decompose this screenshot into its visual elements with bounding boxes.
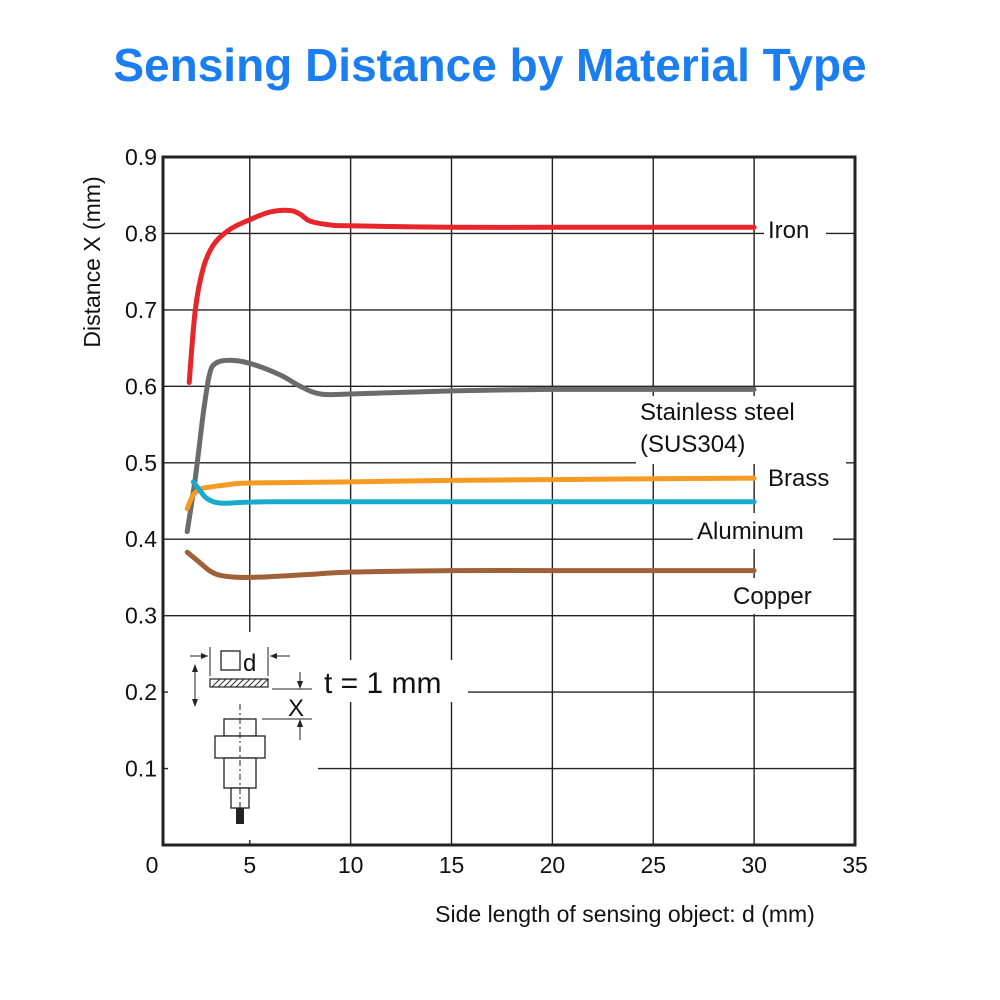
y-tick-label: 0.4	[125, 526, 157, 552]
series-label-background	[729, 578, 833, 614]
plot-frame	[161, 155, 857, 847]
axis-ticks: 0 5 10 15 20 25 30 35 0.1 0.2 0.3 0.4 0.5 0.6 0.7 0.8 0.…	[125, 144, 868, 878]
x-tick-label: 20	[540, 852, 566, 878]
x-tick-label: 5	[243, 852, 256, 878]
series-label-background	[764, 460, 846, 496]
series-label-brass: Brass	[768, 465, 829, 492]
chart-title: Sensing Distance by Material Type	[113, 39, 867, 91]
series-line-aluminum	[190, 479, 757, 506]
x-tick-label: 15	[439, 852, 465, 878]
series-labels: Iron Stainless steel (SUS304) Brass Aluminum…	[636, 212, 846, 614]
x-label: X	[288, 695, 304, 722]
sensor-cable	[236, 808, 244, 824]
y-tick-label: 0.7	[125, 297, 157, 323]
series-label-iron: Iron	[768, 217, 809, 244]
series-line-stainless	[184, 357, 757, 535]
sensor-diagram: d X	[168, 632, 318, 840]
x-arrowhead-bottom	[297, 719, 303, 727]
y-tick-label: 0.2	[125, 679, 157, 705]
x-tick-label: 35	[842, 852, 868, 878]
y-tick-label: 0.8	[125, 220, 157, 246]
y-tick-label: 0.3	[125, 603, 157, 629]
series-line-iron	[186, 207, 757, 385]
thickness-arrowhead-top	[192, 664, 198, 672]
d-arrowhead-left	[201, 653, 208, 659]
y-tick-label: 0.5	[125, 450, 157, 476]
x-axis-label: Side length of sensing object: d (mm)	[435, 901, 815, 927]
y-axis-label: Distance X (mm)	[79, 176, 105, 347]
x-tick-label: 30	[741, 852, 767, 878]
y-tick-label: 0.6	[125, 373, 157, 399]
target-plate	[209, 678, 269, 688]
thickness-arrowhead-bottom	[192, 699, 198, 707]
series-label-stainless: Stainless steel (SUS304)	[640, 399, 795, 458]
d-arrowhead-right	[270, 653, 277, 659]
x-tick-label: 0	[146, 852, 159, 878]
annotation-background	[318, 660, 468, 702]
x-tick-label: 10	[338, 852, 364, 878]
series-label-background	[636, 396, 832, 464]
plate-hatching	[211, 678, 269, 688]
series-label-copper: Copper	[733, 583, 812, 610]
y-tick-label: 0.1	[125, 756, 157, 782]
series-curves	[184, 207, 757, 580]
series-label-background	[693, 513, 833, 549]
series-label-aluminum: Aluminum	[697, 518, 804, 545]
x-tick-label: 25	[640, 852, 666, 878]
thickness-annotation: t = 1 mm	[324, 667, 442, 700]
d-label: d	[243, 650, 256, 677]
x-arrowhead-top	[297, 681, 303, 689]
series-label-background	[764, 212, 826, 248]
square-symbol	[220, 650, 241, 671]
y-tick-label: 0.9	[125, 144, 157, 170]
series-line-copper	[184, 549, 757, 580]
